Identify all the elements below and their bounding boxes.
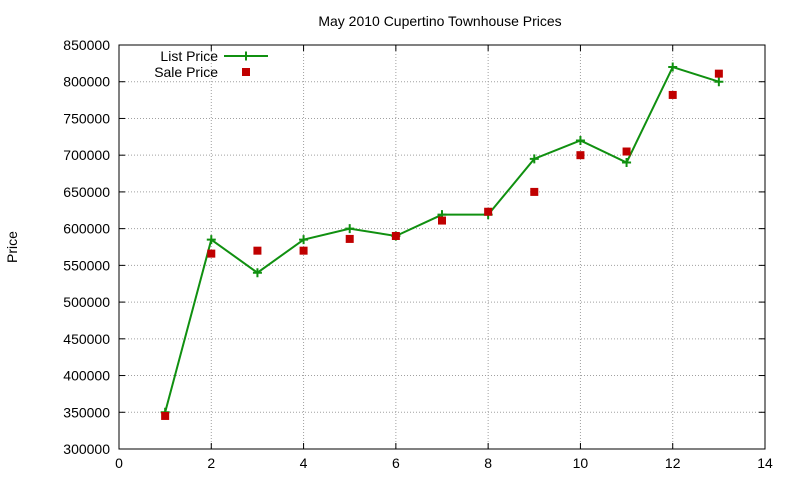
sale-price-point [391,231,400,240]
y-tick-label: 350000 [63,404,110,420]
y-tick-label: 750000 [63,110,110,126]
tick-labels: 0 2 4 6 8 10 12 14 300000 350000 400000 450000 50000… [63,37,773,471]
series-layer [160,62,724,420]
y-tick-label: 700000 [63,147,110,163]
legend-label-sale-price: Sale Price [154,64,218,80]
x-tick-label: 10 [573,455,589,471]
tick-marks [118,44,766,450]
sale-price-point [622,147,631,156]
legend-sample-sale-price-marker [242,68,250,76]
list-price-point [299,235,309,245]
y-tick-label: 300000 [63,441,110,457]
list-price-point [668,62,678,72]
y-tick-label: 450000 [63,331,110,347]
x-tick-label: 6 [392,455,400,471]
list-price-point [252,268,262,278]
legend-sample-list-price-marker [241,51,251,61]
legend-label-list-price: List Price [160,48,218,64]
sale-price-point [345,234,354,243]
y-tick-label: 550000 [63,257,110,273]
sale-price-point [530,187,539,196]
grid-lines [119,45,765,449]
x-tick-label: 4 [300,455,308,471]
y-tick-label: 800000 [63,74,110,90]
x-tick-label: 0 [115,455,123,471]
sale-price-point [484,207,493,216]
list-price-point [575,135,585,145]
y-tick-label: 400000 [63,368,110,384]
list-price-point [206,235,216,245]
list-price-point [345,224,355,234]
x-tick-label: 8 [484,455,492,471]
list-price-point [622,158,632,168]
sale-price-point [207,249,216,258]
list-price-point [529,154,539,164]
legend: List Price Sale Price [154,48,268,80]
x-tick-label: 2 [207,455,215,471]
y-axis-label: Price [4,231,20,263]
y-tick-label: 500000 [63,294,110,310]
sale-price-point [576,151,585,160]
y-tick-label: 650000 [63,184,110,200]
x-tick-label: 14 [757,455,773,471]
sale-price-point [668,90,677,99]
chart-title: May 2010 Cupertino Townhouse Prices [318,13,561,29]
y-tick-label: 600000 [63,221,110,237]
sale-price-point [714,69,723,78]
sale-price-point [299,246,308,255]
list-price-point [714,77,724,87]
sale-price-point [438,216,446,225]
plot-frame [118,44,766,450]
sale-price-point [253,246,262,255]
x-tick-label: 12 [665,455,681,471]
sale-price-point [161,411,170,420]
y-tick-label: 850000 [63,37,110,53]
